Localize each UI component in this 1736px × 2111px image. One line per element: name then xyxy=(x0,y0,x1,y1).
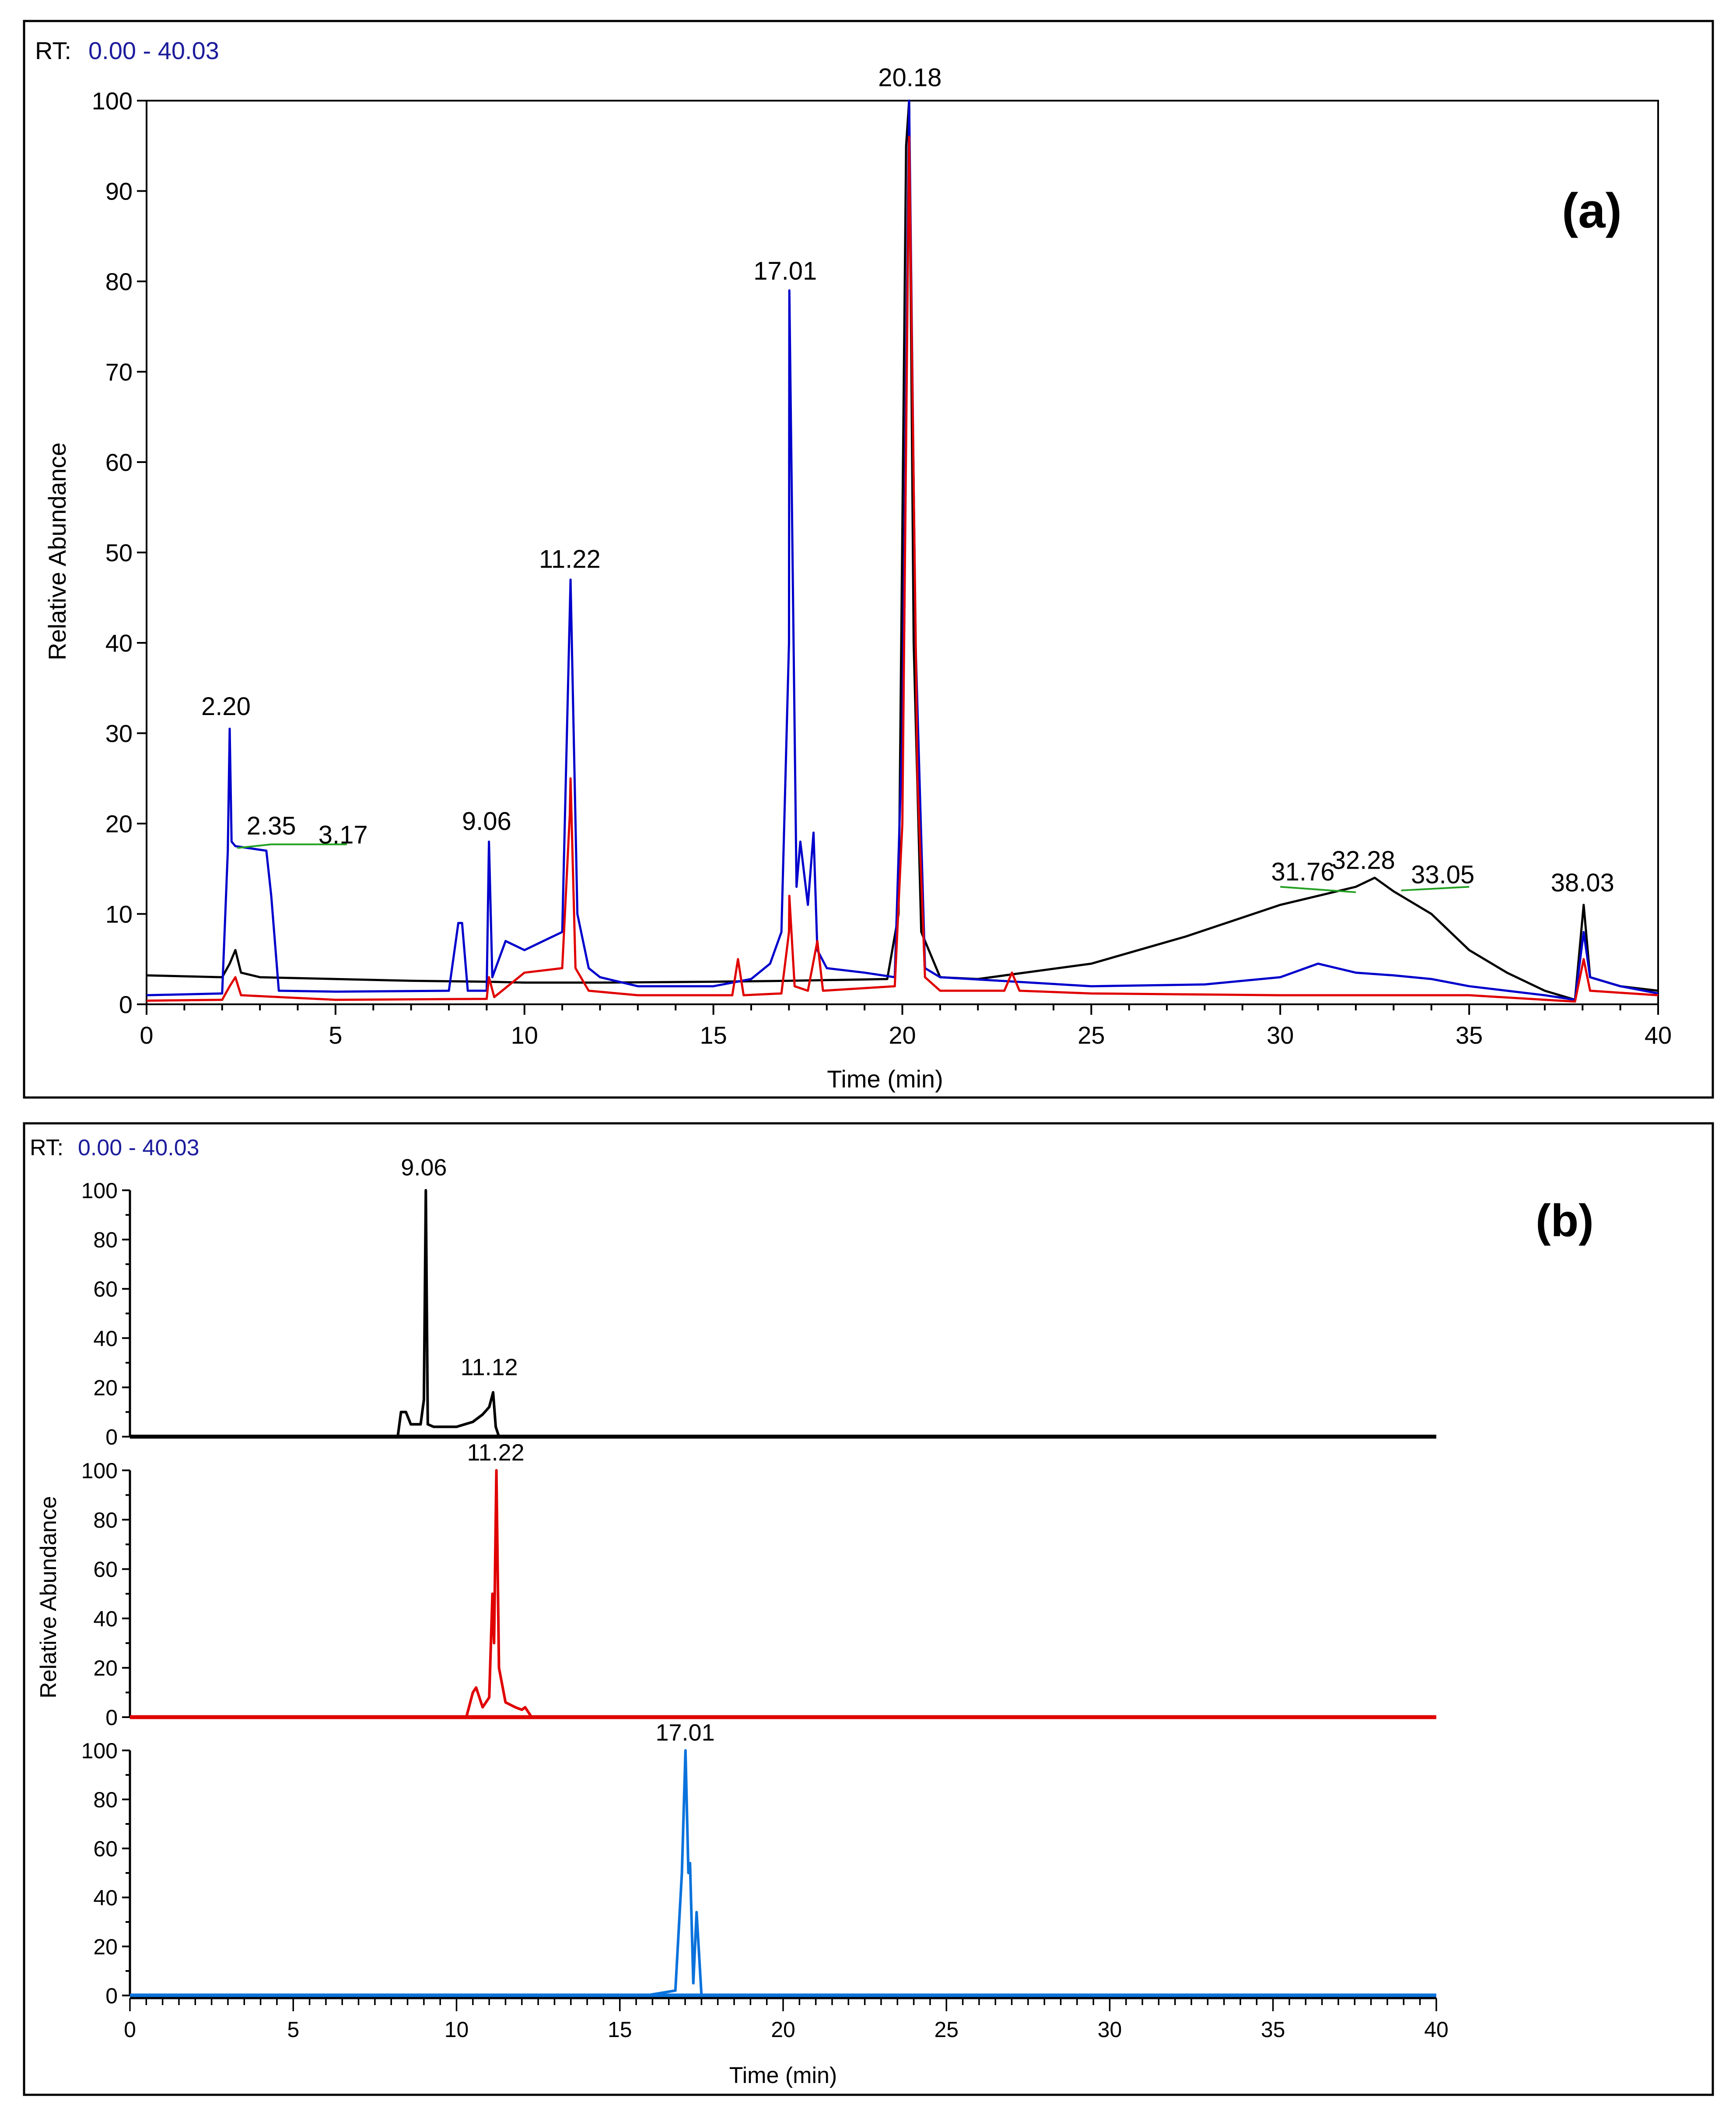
panel-b-series-black xyxy=(130,1189,1436,1438)
panel-b-x-tick-label: 40 xyxy=(1424,2017,1449,2042)
panel-b-y-tick-label: 60 xyxy=(93,1557,118,1582)
panel-a-baseline-marker xyxy=(237,843,272,849)
panel-b-label: (b) xyxy=(1536,1196,1594,1246)
panel-a-x-tick-label: 5 xyxy=(329,1021,342,1049)
panel-a-x-tick-label: 0 xyxy=(140,1021,153,1049)
panel-b-x-tick-label: 10 xyxy=(444,2017,469,2042)
panel-a-peak-label: 38.03 xyxy=(1551,869,1614,897)
panel-a-peak-label: 20.18 xyxy=(878,63,942,92)
panel-b-peak-label: 9.06 xyxy=(401,1154,447,1181)
panel-b-peak-label: 17.01 xyxy=(655,1720,714,1746)
panel-a-y-tick-label: 10 xyxy=(105,901,133,928)
panel-b-series-red xyxy=(130,1469,1436,1718)
panel-a-rt-range: 0.00 - 40.03 xyxy=(88,37,219,64)
panel-b-rt-range: 0.00 - 40.03 xyxy=(78,1135,200,1161)
panel-a-peak-label: 2.35 xyxy=(247,812,296,840)
panel-a-peak-label: 9.06 xyxy=(462,807,511,835)
panel-b-y-tick-label: 80 xyxy=(93,1788,118,1812)
panel-b-series-blue xyxy=(130,1749,1436,1997)
panel-b-y-tick-label: 100 xyxy=(81,1739,118,1763)
panel-b-y-tick-label: 20 xyxy=(93,1375,118,1400)
panel-a-x-axis-label: Time (min) xyxy=(827,1065,943,1093)
panel-b-y-tick-label: 100 xyxy=(81,1178,118,1203)
panel-b-y-tick-label: 20 xyxy=(93,1656,118,1680)
panel-a-y-tick-label: 70 xyxy=(105,358,133,386)
panel-a-x-tick-label: 40 xyxy=(1645,1021,1672,1049)
panel-b-y-tick-label: 100 xyxy=(81,1459,118,1483)
panel-b-x-tick-label: 35 xyxy=(1261,2017,1285,2042)
panel-a-y-tick-label: 30 xyxy=(105,720,133,747)
panel-b-x-axis-label: Time (min) xyxy=(729,2063,837,2088)
panel-a-series-black xyxy=(146,99,1659,1001)
panel-b-y-tick-label: 80 xyxy=(93,1228,118,1252)
panel-a-y-tick-label: 40 xyxy=(105,629,133,657)
panel-b-peak-label: 11.22 xyxy=(467,1439,525,1466)
panel-a-peak-label: 32.28 xyxy=(1332,846,1395,874)
panel-a-y-tick-label: 0 xyxy=(119,991,133,1018)
panel-a-x-tick-label: 35 xyxy=(1456,1021,1483,1049)
panel-b-y-tick-label: 0 xyxy=(105,1984,118,2008)
panel-a-y-tick-label: 80 xyxy=(105,268,133,295)
panel-a-frame xyxy=(23,20,1714,1099)
panel-b-y-tick-label: 40 xyxy=(93,1886,118,1910)
panel-b-x-tick-label: 20 xyxy=(771,2017,795,2042)
panel-a-peak-label: 17.01 xyxy=(753,257,817,285)
panel-a-y-tick-label: 90 xyxy=(105,178,133,205)
panel-a-y-tick-label: 20 xyxy=(105,810,133,838)
panel-b-y-tick-label: 40 xyxy=(93,1606,118,1631)
panel-a-baseline-marker xyxy=(1401,886,1470,891)
panel-a-y-tick-label: 50 xyxy=(105,539,133,567)
panel-a-peak-label: 31.76 xyxy=(1271,858,1334,886)
panel-b-x-tick-label: 5 xyxy=(287,2017,299,2042)
panel-a-peak-label: 2.20 xyxy=(201,692,251,721)
panel-a-x-tick-label: 30 xyxy=(1267,1021,1294,1049)
panel-a-baseline-marker xyxy=(1280,886,1356,893)
panel-a-x-tick-label: 10 xyxy=(511,1021,538,1049)
panel-b-plot: 0204060801009.0611.1202040608010011.2202… xyxy=(81,1154,1449,2042)
panel-b-x-tick-label: 0 xyxy=(124,2017,136,2042)
panel-b: RT: 0.00 - 40.03 (b) 0204060801009.0611.… xyxy=(23,1122,1714,2096)
panel-b-y-tick-label: 0 xyxy=(105,1425,118,1449)
panel-a-peak-label: 11.22 xyxy=(539,545,601,574)
panel-a-peak-label: 3.17 xyxy=(318,821,368,849)
panel-a-series-blue xyxy=(146,99,1659,1001)
panel-b-y-tick-label: 80 xyxy=(93,1508,118,1532)
panel-a-x-tick-label: 15 xyxy=(700,1021,727,1049)
panel-b-y-tick-label: 0 xyxy=(105,1705,118,1730)
panel-b-y-tick-label: 60 xyxy=(93,1837,118,1861)
panel-a: RT: 0.00 - 40.03 (a) 0102030405060708090… xyxy=(23,20,1714,1099)
panel-b-frame xyxy=(23,1122,1714,2096)
panel-b-y-tick-label: 60 xyxy=(93,1277,118,1301)
panel-a-label: (a) xyxy=(1562,183,1622,238)
panel-a-y-axis-label: Relative Abundance xyxy=(43,442,71,660)
panel-a-y-tick-label: 60 xyxy=(105,449,133,476)
panel-a-series-red xyxy=(146,136,1659,1003)
panel-a-x-tick-label: 20 xyxy=(889,1021,916,1049)
panel-b-y-tick-label: 40 xyxy=(93,1326,118,1351)
panel-b-y-axis-label: Relative Abundance xyxy=(36,1496,61,1699)
panel-b-x-tick-label: 30 xyxy=(1098,2017,1122,2042)
panel-a-x-tick-label: 25 xyxy=(1078,1021,1105,1049)
panel-b-x-tick-label: 25 xyxy=(934,2017,959,2042)
panel-b-rt-label: RT: xyxy=(30,1135,63,1161)
panel-b-x-tick-label: 15 xyxy=(608,2017,632,2042)
panel-a-peak-label: 33.05 xyxy=(1411,860,1474,889)
panel-a-y-tick-label: 100 xyxy=(92,87,133,115)
panel-b-peak-label: 11.12 xyxy=(461,1354,518,1380)
panel-b-y-tick-label: 20 xyxy=(93,1935,118,1959)
panel-a-plot: 0 10 20 30 40 50 60 70 80 90 100 0 5 10 15 20 25 30 35 40 2.… xyxy=(92,63,1672,1049)
panel-a-rt-label: RT: xyxy=(35,37,71,64)
